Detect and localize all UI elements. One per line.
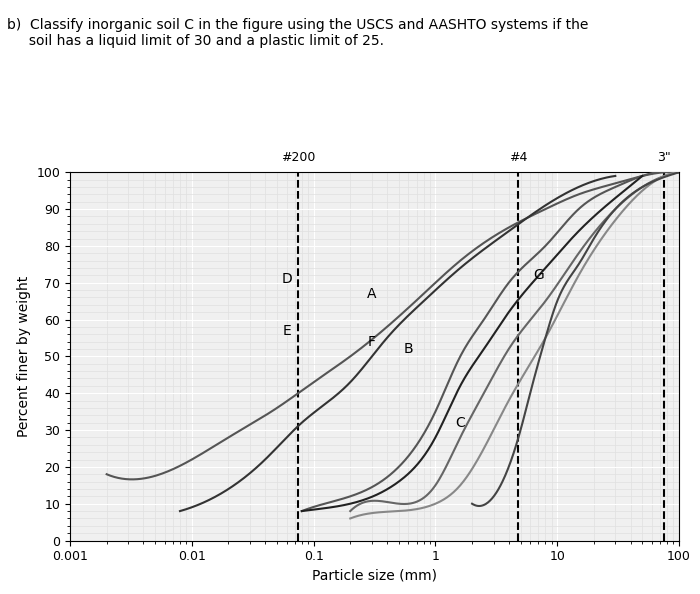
Text: C: C xyxy=(456,416,465,429)
Y-axis label: Percent finer by weight: Percent finer by weight xyxy=(17,276,31,437)
X-axis label: Particle size (mm): Particle size (mm) xyxy=(312,569,437,583)
Text: 3": 3" xyxy=(657,151,671,164)
Text: G: G xyxy=(533,268,544,282)
Text: E: E xyxy=(282,324,291,337)
Text: #4: #4 xyxy=(509,151,527,164)
Text: B: B xyxy=(404,342,414,356)
Text: b)  Classify inorganic soil C in the figure using the USCS and AASHTO systems if: b) Classify inorganic soil C in the figu… xyxy=(7,18,589,48)
Text: #200: #200 xyxy=(281,151,316,164)
Text: A: A xyxy=(368,287,377,301)
Text: D: D xyxy=(281,272,292,286)
Text: F: F xyxy=(368,334,376,349)
